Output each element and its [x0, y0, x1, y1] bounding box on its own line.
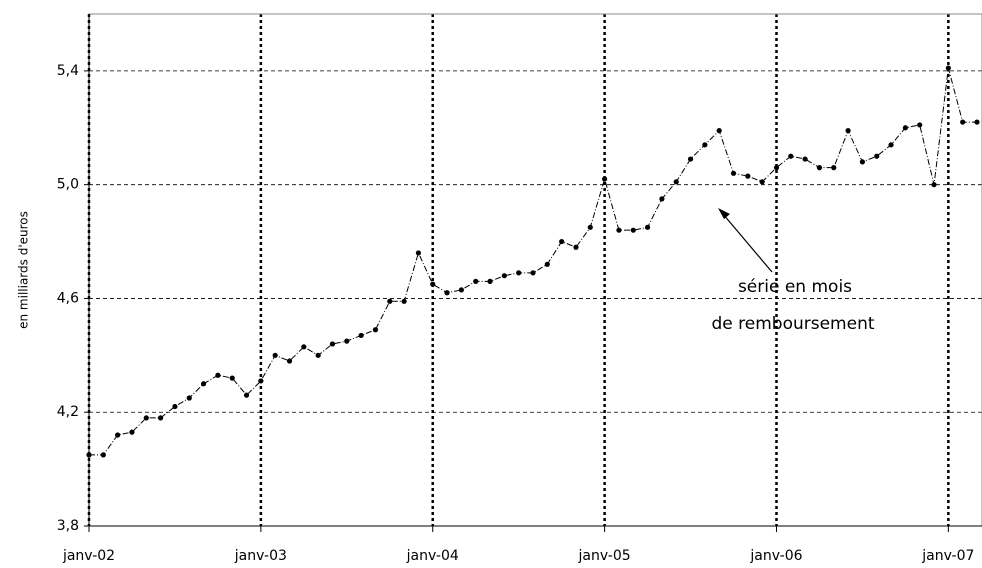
data-point	[501, 273, 507, 279]
data-point	[401, 298, 407, 304]
x-tick-label: janv-06	[749, 548, 802, 564]
data-point	[659, 196, 665, 202]
plot-frame	[88, 13, 982, 527]
y-tick-label: 4,6	[57, 290, 79, 306]
y-tick-label: 5,0	[57, 177, 79, 193]
data-point	[974, 119, 980, 125]
data-point	[258, 378, 264, 384]
data-point	[602, 176, 608, 182]
x-tick-label: janv-03	[234, 548, 287, 564]
data-point	[458, 287, 464, 293]
data-point	[115, 432, 121, 438]
data-point	[129, 429, 135, 435]
data-point	[444, 290, 450, 296]
data-point	[301, 344, 307, 350]
data-point	[272, 352, 278, 358]
annotation: de remboursement	[711, 314, 874, 334]
data-point	[530, 270, 536, 276]
data-point	[86, 452, 92, 458]
data-point	[673, 179, 679, 185]
x-tick-label: janv-02	[62, 548, 115, 564]
data-point	[745, 173, 751, 179]
data-point	[516, 270, 522, 276]
data-point	[773, 165, 780, 171]
data-point	[415, 250, 422, 256]
data-point	[587, 224, 593, 230]
data-point	[917, 122, 923, 128]
data-point	[229, 375, 235, 381]
data-point	[186, 395, 192, 401]
annotation-arrow	[718, 208, 773, 273]
annotation: série en mois	[738, 277, 852, 297]
data-point	[487, 278, 493, 284]
data-point	[100, 452, 106, 458]
data-point	[888, 142, 894, 148]
data-point	[831, 165, 837, 171]
data-point	[759, 179, 765, 185]
data-point	[387, 298, 393, 304]
data-point	[802, 156, 808, 162]
data-point	[315, 352, 321, 358]
y-tick-label: 5,4	[57, 63, 79, 79]
data-point	[544, 261, 550, 267]
y-axis-label: en milliards d'euros	[17, 211, 31, 329]
data-point	[859, 159, 866, 165]
data-point	[945, 65, 951, 71]
data-point	[687, 156, 694, 162]
data-point	[358, 332, 364, 339]
data-point	[644, 224, 651, 230]
data-point	[816, 165, 823, 171]
data-point	[372, 327, 379, 333]
x-tick-label: janv-04	[406, 548, 459, 564]
data-point	[215, 372, 221, 378]
data-point	[172, 403, 178, 410]
data-point	[559, 238, 565, 245]
data-point	[573, 244, 579, 250]
data-point	[200, 381, 207, 387]
series-line	[89, 67, 977, 456]
y-tick-label: 4,2	[57, 404, 79, 420]
data-point	[702, 142, 708, 148]
data-point	[931, 182, 937, 188]
data-point	[344, 338, 350, 344]
data-point	[960, 119, 966, 125]
data-point	[630, 227, 636, 233]
data-point	[430, 281, 436, 287]
data-point	[329, 341, 336, 347]
data-point	[902, 125, 908, 131]
data-point	[143, 415, 149, 421]
data-point	[158, 415, 164, 421]
data-point	[243, 392, 250, 398]
y-tick-label: 3,8	[57, 518, 79, 534]
x-tick-label: janv-07	[921, 548, 974, 564]
data-point	[730, 170, 737, 176]
x-tick-label: janv-05	[578, 548, 631, 564]
data-point	[845, 128, 851, 134]
data-point	[874, 153, 880, 159]
data-point	[616, 227, 622, 233]
data-point	[788, 153, 794, 159]
data-point	[473, 278, 479, 284]
data-point	[716, 128, 722, 134]
data-point	[286, 358, 293, 364]
